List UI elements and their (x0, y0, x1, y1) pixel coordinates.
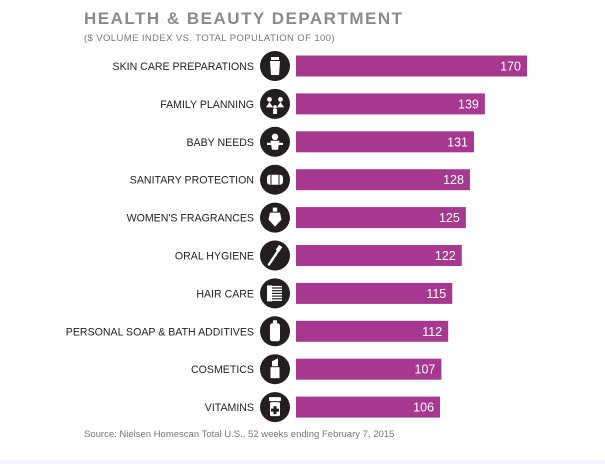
category-label: BABY NEEDS (186, 137, 254, 149)
category-label: VITAMINS (205, 402, 254, 414)
chart-subtitle: ($ VOLUME INDEX VS. TOTAL POPULATION OF … (84, 33, 335, 44)
chart-title: HEALTH & BEAUTY DEPARTMENT (84, 9, 404, 28)
pad-icon (260, 164, 290, 195)
baby-icon (260, 126, 290, 157)
perfume-bottle-icon (260, 202, 290, 233)
lotion-bottle-icon (260, 51, 290, 81)
bar (296, 245, 462, 266)
bar (296, 93, 485, 115)
category-label: SKIN CARE PREPARATIONS (113, 61, 254, 73)
category-label: COSMETICS (191, 364, 254, 376)
category-label: WOMEN'S FRAGRANCES (127, 213, 254, 225)
pill-bottle-icon (260, 392, 290, 423)
bar-value-label: 115 (426, 287, 446, 301)
bar-value-label: 107 (415, 363, 436, 377)
bar (296, 169, 470, 191)
category-label: ORAL HYGIENE (175, 251, 254, 263)
bar (296, 282, 453, 304)
bar (296, 320, 449, 342)
bar-value-label: 139 (458, 97, 479, 111)
bar (296, 131, 475, 153)
source-note: Source: Nielsen Homescan Total U.S., 52 … (84, 429, 395, 440)
bar (296, 207, 466, 229)
bar-value-label: 122 (435, 249, 456, 263)
bar-value-label: 131 (447, 135, 468, 149)
family-icon (260, 88, 290, 119)
soap-bottle-icon (260, 316, 290, 347)
bar-value-label: 125 (439, 211, 460, 225)
bar (296, 396, 441, 418)
category-label: PERSONAL SOAP & BATH ADDITIVES (66, 326, 254, 338)
category-label: SANITARY PROTECTION (130, 175, 254, 187)
bar (296, 55, 527, 77)
bar (296, 358, 442, 380)
category-label: HAIR CARE (196, 288, 254, 300)
bar-value-label: 128 (443, 173, 464, 187)
comb-icon (260, 278, 290, 309)
bar-value-label: 112 (422, 325, 442, 339)
bar-value-label: 170 (500, 60, 521, 74)
toothbrush-icon (260, 240, 290, 271)
bottom-divider (0, 460, 605, 464)
category-label: FAMILY PLANNING (160, 99, 254, 111)
bar-value-label: 106 (413, 401, 434, 415)
lipstick-icon (260, 354, 290, 385)
